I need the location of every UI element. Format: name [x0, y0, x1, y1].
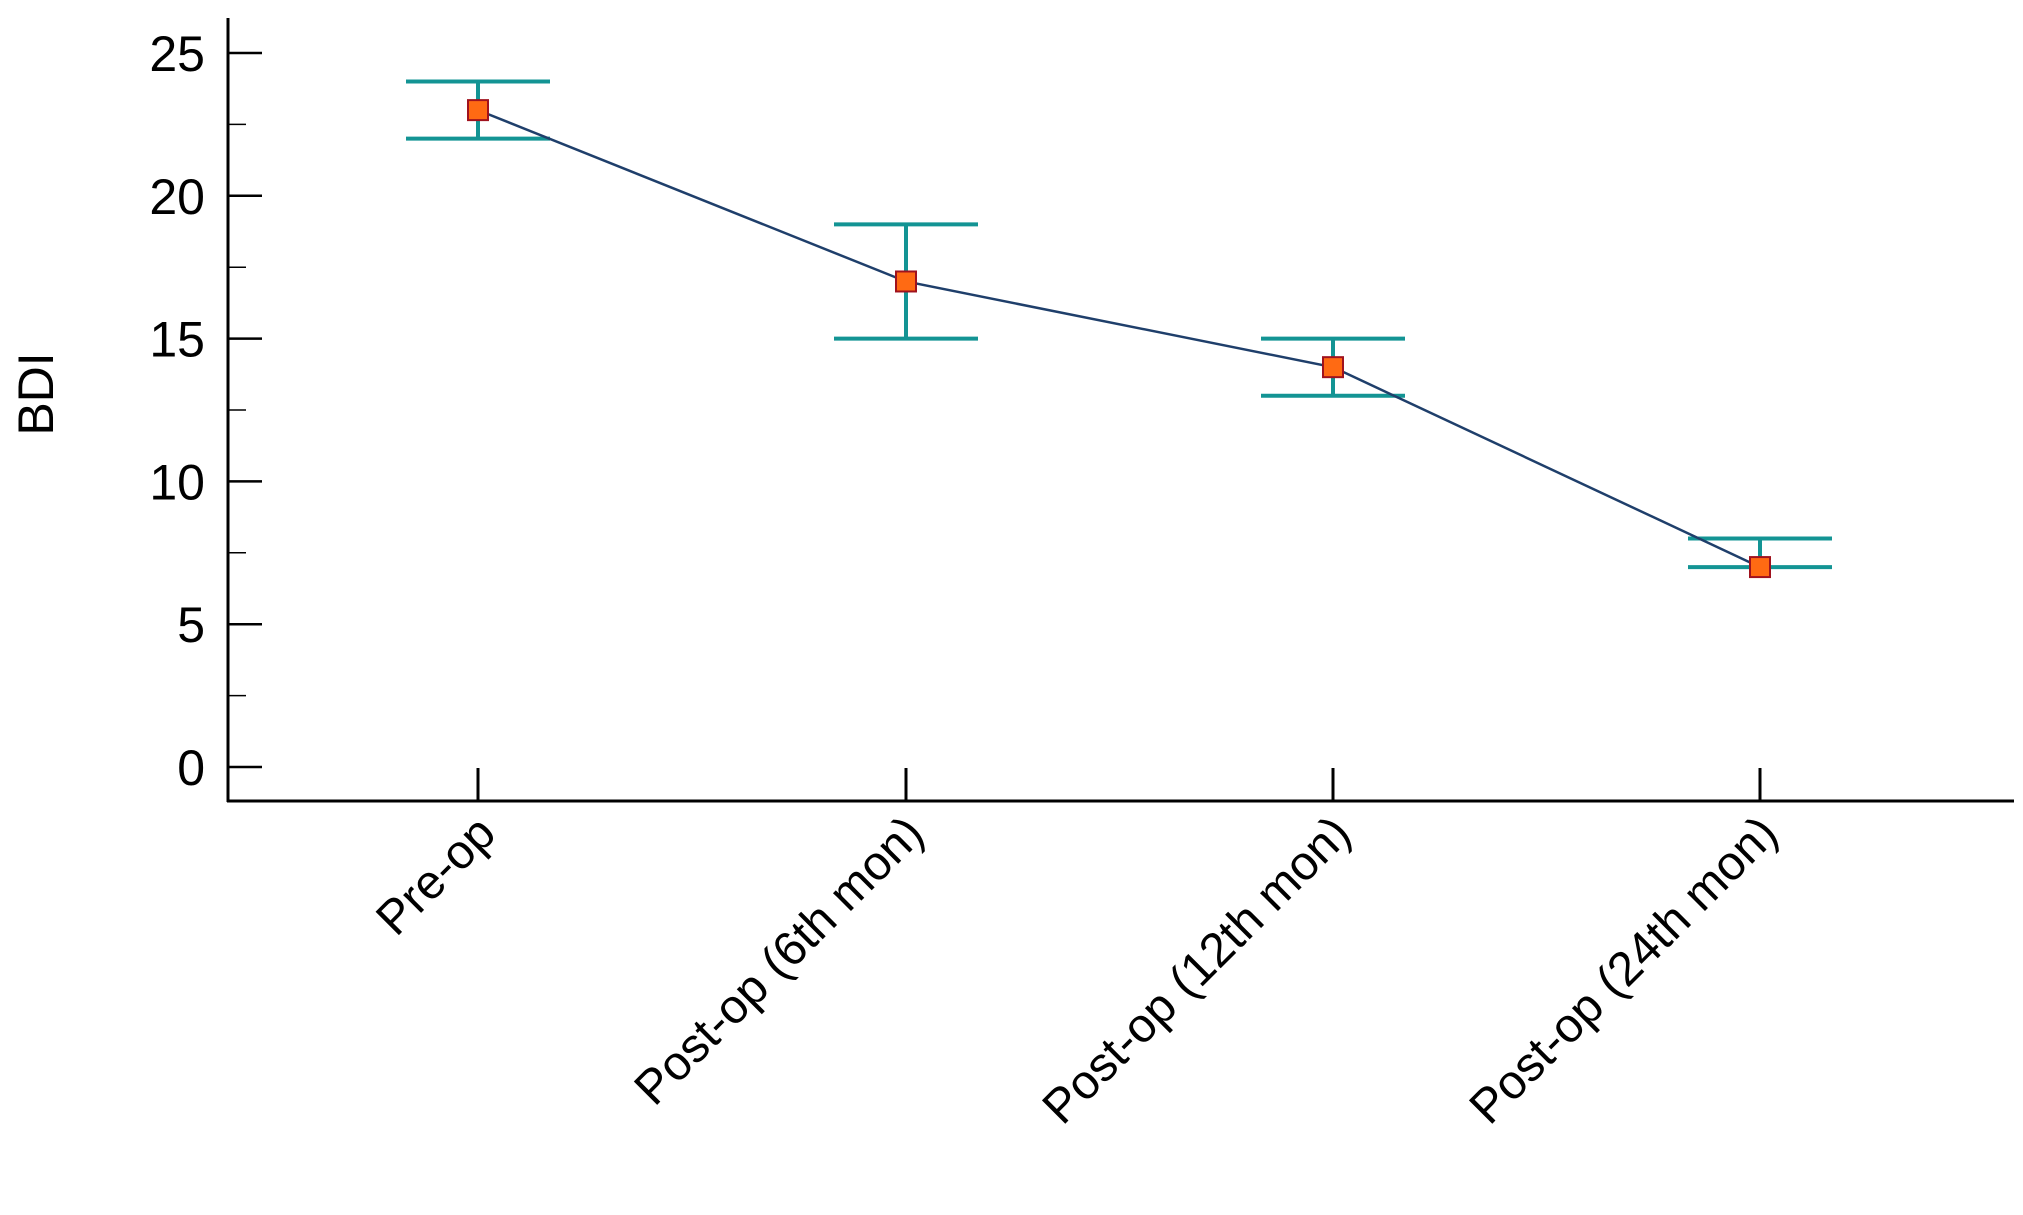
y-tick-label: 15 [149, 312, 205, 368]
y-tick-label: 5 [177, 597, 205, 653]
x-axis: Pre-op Post-op (6th mon) Post-op (12th mon… [227, 768, 2014, 1134]
x-category-label: Pre-op [366, 806, 505, 945]
y-axis: 0 5 10 15 20 25 [149, 18, 262, 802]
x-category-label: Post-op (6th mon) [625, 806, 934, 1115]
y-axis-label: BDI [8, 352, 64, 435]
data-point-marker [895, 270, 917, 293]
y-tick-label: 0 [177, 740, 205, 796]
x-category-label: Post-op (24th mon) [1460, 806, 1788, 1134]
data-point-marker [467, 99, 489, 122]
y-tick-label: 10 [149, 454, 205, 510]
x-category-label: Post-op (12th mon) [1033, 806, 1361, 1134]
y-tick-label: 20 [149, 169, 205, 225]
data-point-marker [1322, 356, 1344, 379]
series-line-group [406, 79, 1832, 579]
data-point-marker [1749, 556, 1771, 579]
y-tick-label: 25 [149, 26, 205, 82]
series-line [477, 108, 1761, 569]
